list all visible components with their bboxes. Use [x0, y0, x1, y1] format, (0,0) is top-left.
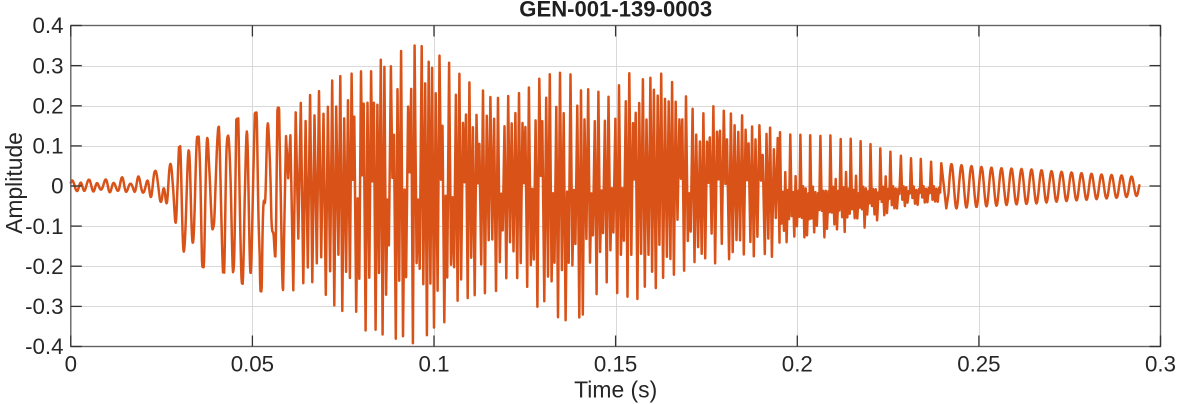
- svg-text:-0.1: -0.1: [25, 214, 63, 239]
- svg-text:-0.4: -0.4: [25, 334, 63, 359]
- svg-text:0.05: 0.05: [231, 351, 274, 376]
- svg-text:-0.3: -0.3: [25, 294, 63, 319]
- svg-text:0.3: 0.3: [33, 53, 64, 78]
- svg-text:GEN-001-139-0003: GEN-001-139-0003: [519, 0, 712, 22]
- svg-text:0.1: 0.1: [419, 351, 450, 376]
- svg-text:0.1: 0.1: [33, 134, 64, 159]
- svg-text:0.15: 0.15: [594, 351, 637, 376]
- svg-text:0.2: 0.2: [33, 94, 64, 119]
- svg-text:0.3: 0.3: [1145, 351, 1176, 376]
- svg-text:0.2: 0.2: [782, 351, 813, 376]
- svg-text:0: 0: [51, 174, 63, 199]
- svg-text:0.25: 0.25: [957, 351, 1000, 376]
- svg-text:0.4: 0.4: [33, 13, 64, 38]
- svg-text:0: 0: [65, 351, 77, 376]
- svg-text:Time (s): Time (s): [574, 377, 657, 403]
- svg-text:Amplitude: Amplitude: [1, 132, 27, 234]
- svg-text:-0.2: -0.2: [25, 254, 63, 279]
